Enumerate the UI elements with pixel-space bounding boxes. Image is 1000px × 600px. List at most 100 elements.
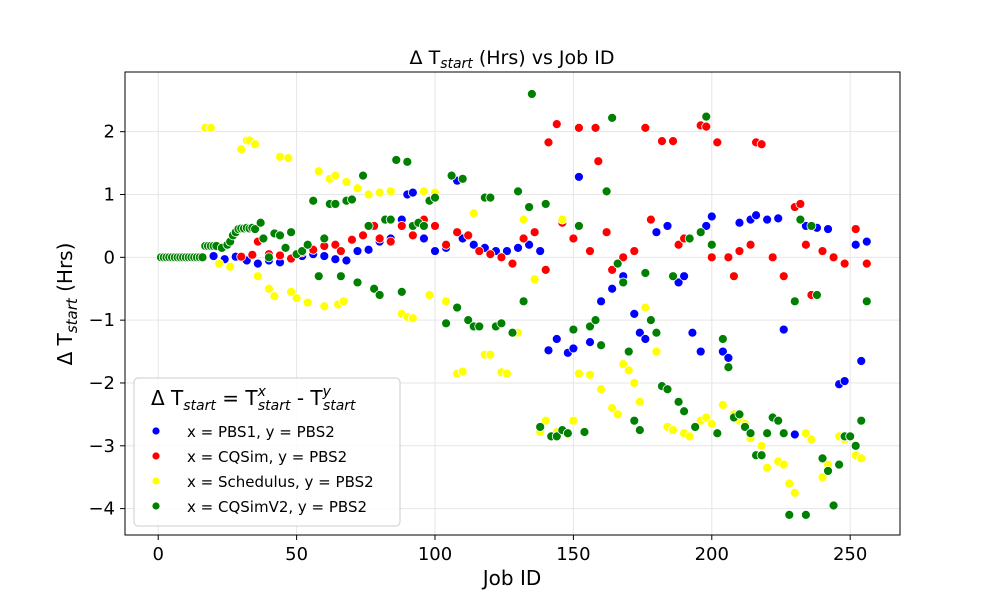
data-point (590, 315, 601, 326)
data-point (330, 170, 341, 181)
data-point (607, 112, 618, 123)
series-4 (156, 89, 872, 520)
data-point (269, 291, 280, 302)
data-point (640, 334, 651, 344)
data-point (302, 297, 313, 308)
data-point (468, 239, 479, 250)
data-point (629, 378, 640, 388)
data-point (391, 155, 402, 165)
data-point (574, 123, 584, 133)
data-point (374, 233, 385, 244)
data-point (612, 409, 623, 420)
data-point (861, 236, 872, 247)
data-point (734, 246, 745, 256)
data-point (823, 466, 833, 476)
data-point (352, 183, 363, 194)
data-point (335, 271, 346, 282)
data-point (385, 236, 396, 247)
data-point (756, 450, 767, 461)
y-tick-label: −2 (88, 373, 115, 394)
data-point (247, 249, 258, 260)
data-point (419, 233, 429, 244)
data-point (789, 429, 800, 440)
data-point (250, 139, 260, 150)
data-point (474, 246, 485, 256)
data-point (252, 258, 263, 269)
data-point (275, 151, 285, 162)
data-point (762, 214, 773, 225)
data-point (396, 286, 407, 297)
data-point (850, 239, 861, 250)
data-point (457, 173, 468, 184)
data-point (767, 252, 778, 263)
data-point (275, 230, 285, 241)
data-point (778, 271, 789, 282)
data-point (596, 340, 606, 351)
data-point (607, 264, 618, 275)
data-point (645, 214, 656, 225)
data-point (778, 324, 789, 335)
y-axis-label: Δ Tstart (Hrs) (53, 243, 81, 366)
data-point (601, 186, 612, 197)
x-tick-label: 250 (833, 544, 867, 565)
data-point (585, 369, 595, 380)
data-point (297, 246, 308, 256)
data-point (723, 362, 734, 373)
data-point (338, 296, 349, 307)
data-point (795, 199, 806, 209)
data-point (762, 462, 773, 473)
y-tick-label: 1 (104, 185, 115, 206)
data-point (668, 425, 678, 435)
data-point (651, 327, 662, 338)
data-point (574, 368, 584, 379)
data-point (313, 271, 324, 282)
data-point (756, 139, 767, 150)
data-point (706, 211, 717, 222)
data-point (717, 334, 728, 344)
data-point (441, 239, 451, 250)
data-point (341, 177, 352, 187)
data-point (225, 261, 236, 272)
data-point (778, 459, 789, 470)
data-point (684, 233, 695, 244)
data-point (668, 136, 678, 147)
data-point (430, 221, 440, 231)
data-point (701, 121, 712, 132)
data-point (712, 428, 723, 439)
data-point (574, 221, 584, 231)
x-tick-label: 0 (152, 544, 163, 565)
data-point (330, 254, 341, 265)
data-point (723, 252, 734, 263)
data-point (485, 249, 496, 260)
data-point (286, 286, 296, 297)
data-point (529, 274, 540, 285)
data-point (773, 415, 784, 426)
data-point (568, 233, 579, 244)
data-point (474, 321, 485, 332)
data-point (452, 302, 463, 313)
data-point (845, 431, 856, 442)
data-point (441, 296, 451, 307)
data-point (812, 290, 822, 300)
legend-entry-label: x = Schedulus, y = PBS2 (187, 473, 374, 491)
data-point (687, 327, 698, 338)
data-point (645, 315, 656, 326)
data-point (800, 239, 811, 250)
data-point (789, 488, 800, 498)
x-tick-label: 150 (556, 544, 590, 565)
data-point (524, 202, 535, 212)
data-point (806, 434, 817, 445)
y-tick-label: 2 (104, 122, 115, 143)
data-point (662, 221, 673, 231)
data-point (452, 227, 463, 238)
data-point (723, 352, 734, 363)
data-point (535, 422, 546, 432)
data-point (463, 315, 474, 326)
data-point (773, 213, 784, 224)
legend-marker (151, 451, 161, 461)
data-point (861, 296, 872, 307)
data-point (657, 136, 667, 147)
data-point (208, 251, 219, 261)
data-point (679, 271, 690, 282)
